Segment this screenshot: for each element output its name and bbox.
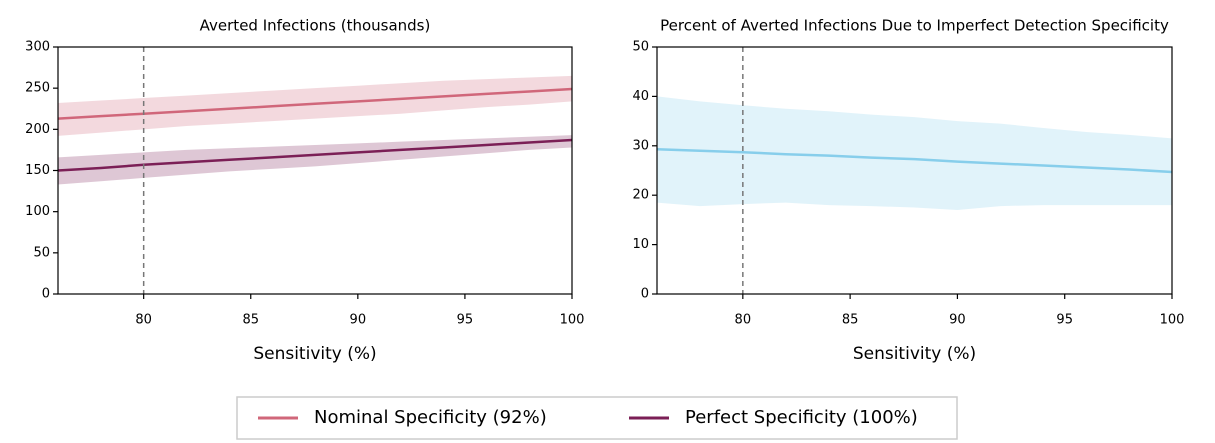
chart-title: Averted Infections (thousands) — [200, 17, 431, 35]
legend-label: Nominal Specificity (92%) — [314, 407, 547, 428]
confidence-band — [58, 135, 572, 185]
confidence-band — [657, 96, 1172, 211]
x-tick-label: 90 — [350, 313, 367, 328]
x-tick-label: 90 — [949, 313, 966, 328]
y-tick-label: 0 — [641, 287, 649, 302]
confidence-band — [58, 75, 572, 136]
y-tick-label: 300 — [25, 40, 50, 55]
y-tick-label: 20 — [632, 188, 649, 203]
x-tick-label: 95 — [1056, 313, 1073, 328]
x-tick-label: 80 — [735, 313, 752, 328]
y-tick-label: 30 — [632, 138, 649, 153]
x-tick-label: 100 — [560, 313, 585, 328]
legend-frame — [236, 396, 958, 440]
x-axis-label: Sensitivity (%) — [853, 344, 976, 364]
y-tick-label: 50 — [632, 40, 649, 55]
x-tick-label: 85 — [242, 313, 259, 328]
y-tick-label: 150 — [25, 163, 50, 178]
x-tick-label: 80 — [135, 313, 152, 328]
y-tick-label: 50 — [33, 245, 50, 260]
legend-label: Perfect Specificity (100%) — [685, 407, 918, 428]
plot-frame — [57, 46, 573, 295]
x-tick-label: 95 — [457, 313, 474, 328]
y-tick-label: 100 — [25, 204, 50, 219]
y-tick-label: 0 — [42, 287, 50, 302]
chart-title: Percent of Averted Infections Due to Imp… — [660, 17, 1169, 35]
plot-frame — [656, 46, 1173, 295]
x-tick-label: 100 — [1160, 313, 1185, 328]
series-line — [656, 148, 1173, 174]
legend: Nominal Specificity (92%) Perfect Specifi… — [236, 396, 958, 440]
y-tick-label: 40 — [632, 89, 649, 104]
y-tick-label: 200 — [25, 122, 50, 137]
x-axis-label: Sensitivity (%) — [253, 344, 376, 364]
x-tick-label: 85 — [842, 313, 859, 328]
y-tick-label: 10 — [632, 237, 649, 252]
y-tick-label: 250 — [25, 81, 50, 96]
